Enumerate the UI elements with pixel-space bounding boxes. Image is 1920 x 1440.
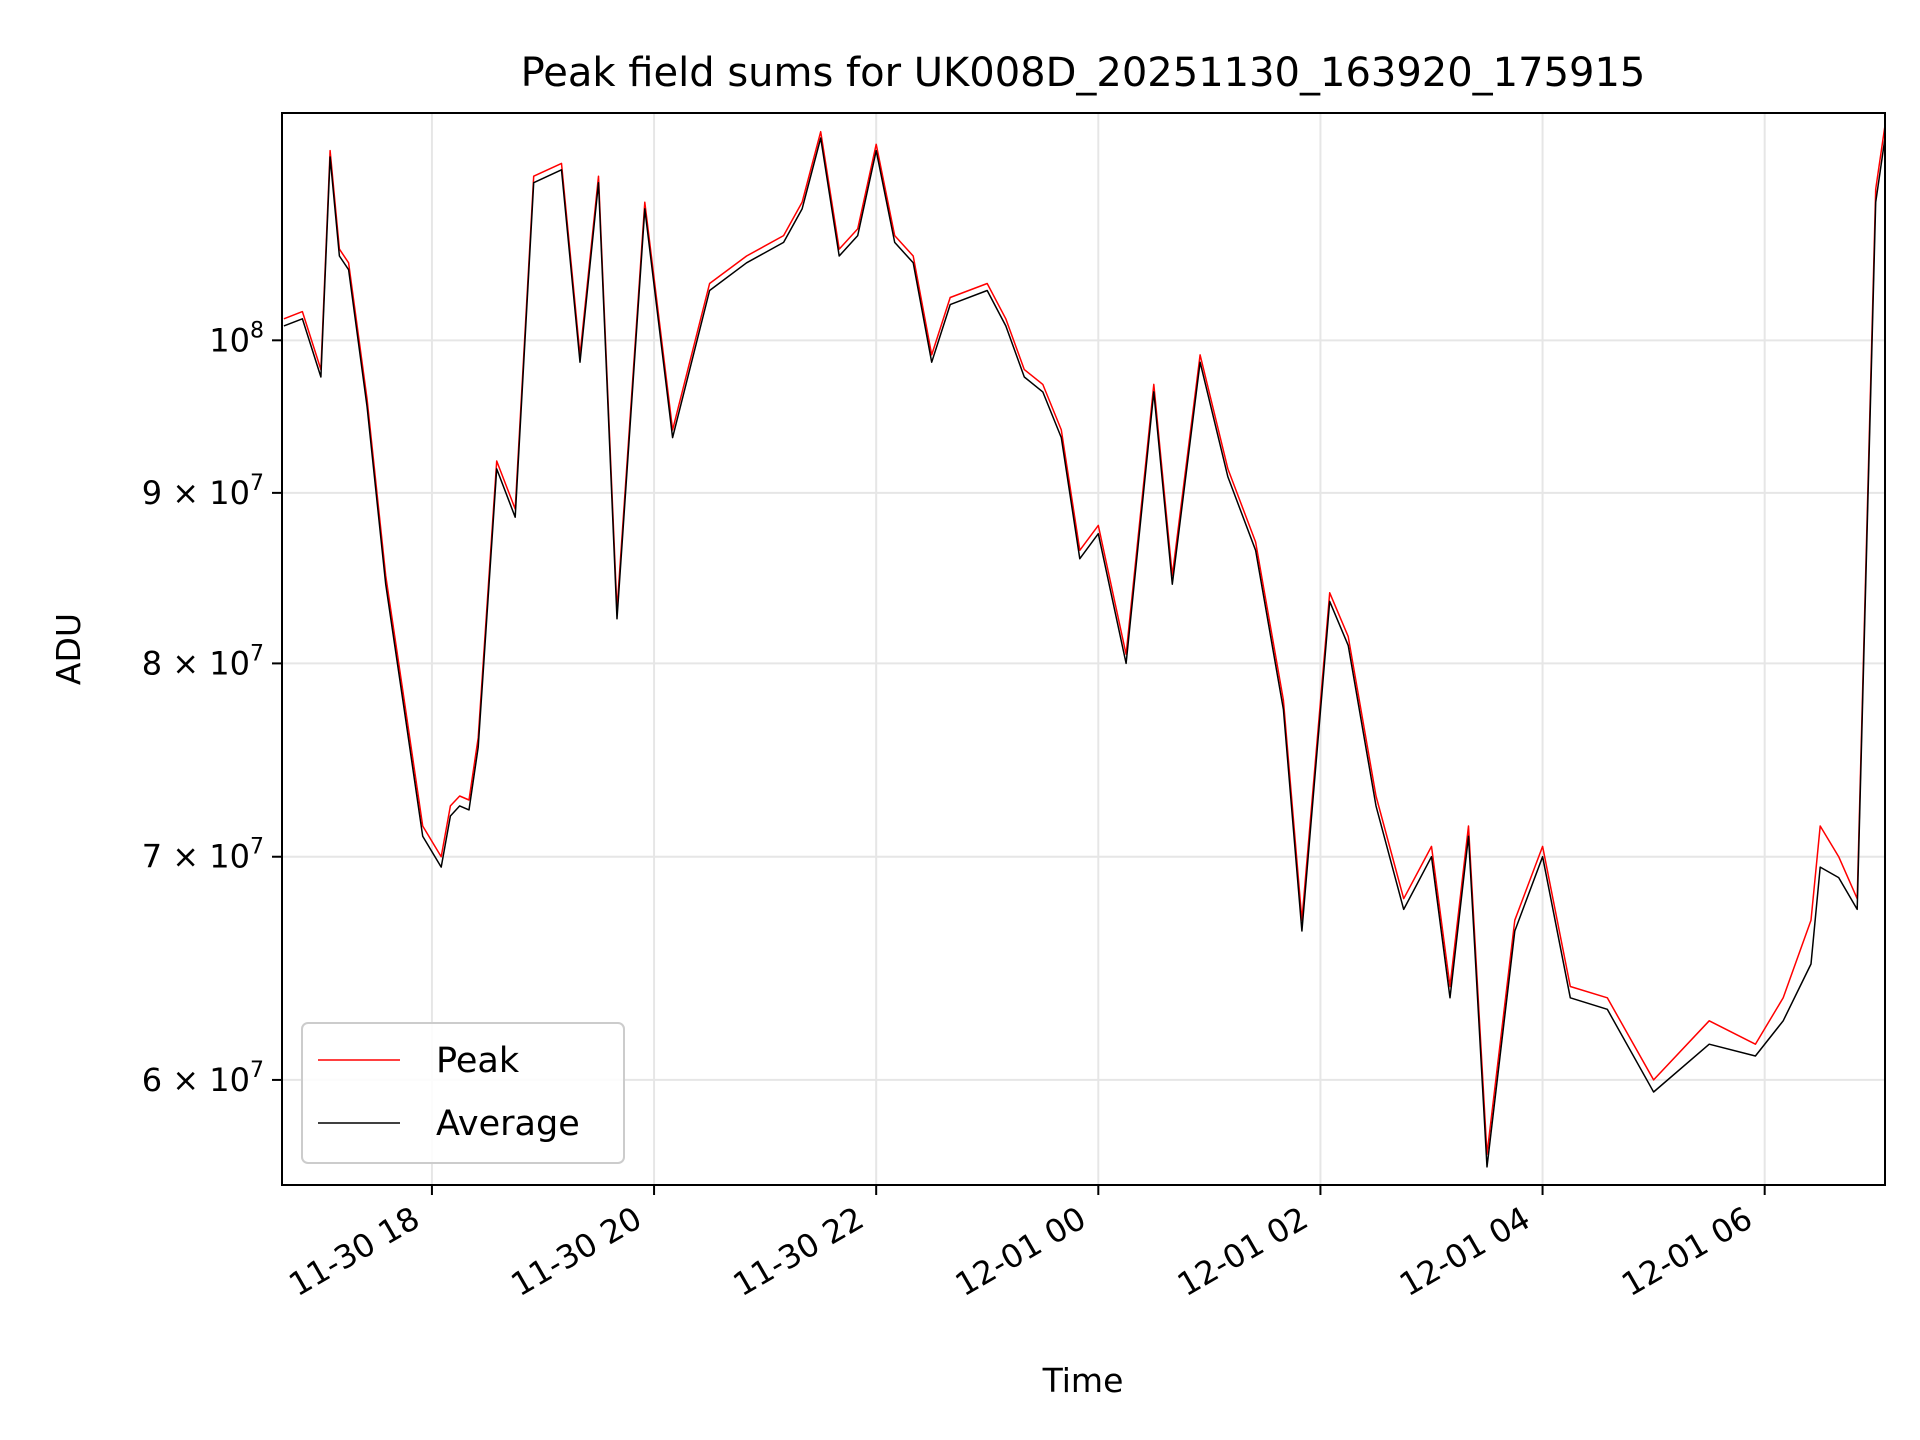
y-tick-label: 9 × 107	[142, 471, 264, 512]
gridlines	[282, 113, 1885, 1185]
legend: Peak Average	[301, 1022, 625, 1164]
y-tick-label: 6 × 107	[142, 1058, 264, 1099]
series-line-peak	[283, 125, 1885, 1155]
legend-label-average: Average	[436, 1104, 580, 1144]
plot-frame	[281, 112, 1886, 1186]
y-tick-label: 7 × 107	[142, 835, 264, 876]
series-line-average	[283, 137, 1885, 1168]
y-tick-label: 8 × 107	[142, 641, 264, 682]
x-axis-title: Time	[1042, 1361, 1124, 1400]
y-axis-title: ADU	[49, 613, 88, 685]
chart-title: Peak field sums for UK008D_20251130_1639…	[521, 50, 1646, 96]
legend-box	[301, 1022, 625, 1164]
y-tick-label: 108	[209, 318, 264, 359]
y-axis: 6 × 107 7 × 107 8 × 107 9 × 107 108	[142, 318, 282, 1099]
legend-label-peak: Peak	[436, 1041, 520, 1081]
series-layer	[283, 125, 1885, 1168]
